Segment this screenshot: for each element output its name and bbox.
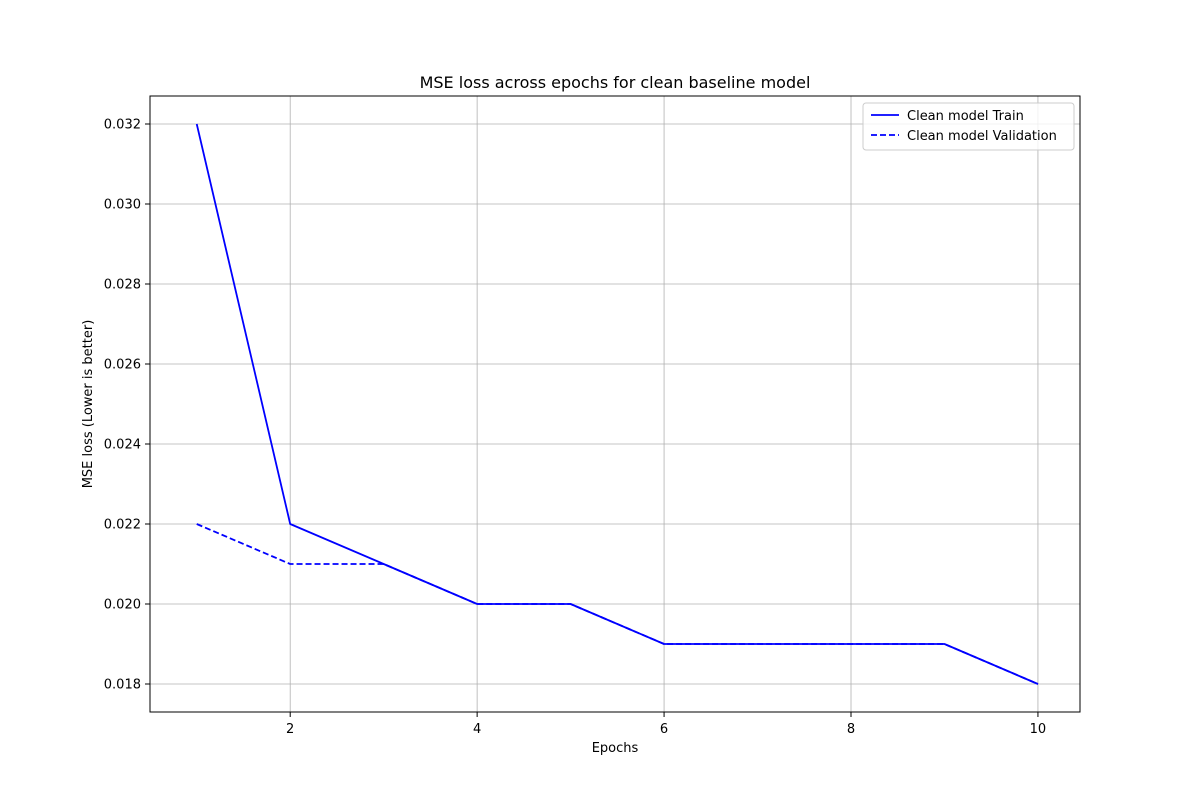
y-tick-label: 0.018 bbox=[104, 678, 141, 693]
x-tick-label: 10 bbox=[1030, 722, 1047, 737]
y-tick-label: 0.030 bbox=[104, 198, 141, 213]
y-axis-title: MSE loss (Lower is better) bbox=[81, 320, 96, 489]
series-line-train bbox=[195, 123, 1039, 685]
x-tick-label: 4 bbox=[473, 722, 481, 737]
series-lines bbox=[195, 123, 1039, 685]
y-tick-label: 0.020 bbox=[104, 598, 141, 613]
y-tick-label: 0.026 bbox=[104, 358, 141, 373]
x-tick-label: 2 bbox=[286, 722, 294, 737]
y-tick-label: 0.028 bbox=[104, 278, 141, 293]
plot-frame bbox=[149, 95, 1081, 713]
grid bbox=[150, 96, 1080, 712]
y-axis: 0.018 0.020 0.022 0.024 0.026 0.028 0.030 0.032 bbox=[104, 118, 150, 693]
x-axis: 2 4 6 8 10 bbox=[286, 712, 1046, 737]
x-tick-label: 8 bbox=[847, 722, 855, 737]
y-tick-label: 0.024 bbox=[104, 438, 141, 453]
legend: Clean model Train Clean model Validation bbox=[862, 102, 1075, 151]
y-tick-label: 0.022 bbox=[104, 518, 141, 533]
y-tick-label: 0.032 bbox=[104, 118, 141, 133]
chart-title: MSE loss across epochs for clean baselin… bbox=[420, 73, 811, 92]
x-tick-label: 6 bbox=[660, 722, 668, 737]
x-axis-title: Epochs bbox=[592, 741, 639, 756]
legend-label-train: Clean model Train bbox=[907, 109, 1024, 124]
legend-label-validation: Clean model Validation bbox=[907, 129, 1057, 144]
legend-box bbox=[862, 102, 1075, 151]
